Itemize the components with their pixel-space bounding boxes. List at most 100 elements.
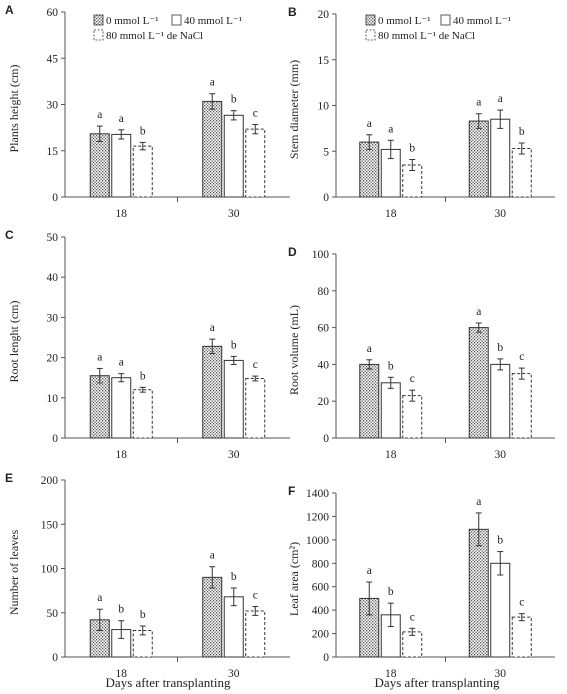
y-axis-title: Leaf area (cm²) <box>287 542 301 616</box>
significance-label: a <box>476 306 481 318</box>
bar <box>202 576 223 658</box>
legend-swatch-0 <box>93 14 104 26</box>
bar <box>380 382 401 439</box>
y-tick-label: 40 <box>318 359 330 371</box>
y-tick-label: 0 <box>52 433 58 445</box>
y-tick-label: 1200 <box>306 511 329 523</box>
significance-label: b <box>140 125 146 137</box>
panel-letter: E <box>5 471 13 485</box>
significance-label: c <box>410 611 415 623</box>
significance-label: c <box>253 590 258 602</box>
significance-label: b <box>118 604 124 616</box>
panel-letter: F <box>288 484 295 498</box>
y-axis-title: Root volume (mL) <box>287 305 301 395</box>
significance-label: a <box>97 109 102 121</box>
bar <box>359 141 380 198</box>
panel-A: A Plants height (cm) 0 15 30 45 60 18 a a b 30 a b c <box>5 3 290 220</box>
y-tick-label: 5 <box>323 146 329 158</box>
y-tick-label: 20 <box>47 353 59 365</box>
y-tick-label: 80 <box>318 286 330 298</box>
y-tick-label: 10 <box>47 393 59 405</box>
legend-label-80: 80 mmol L⁻¹ de NaCl <box>378 30 475 42</box>
significance-label: c <box>519 351 524 363</box>
panels: A Plants height (cm) 0 15 30 45 60 18 a a b 30 a b c B S… <box>5 3 555 680</box>
legend-right: 0 mmol L⁻¹ 40 mmol L⁻¹ 80 mmol L⁻¹ de Na… <box>365 14 511 42</box>
x-tick-label: 18 <box>385 208 397 220</box>
x-tick-label: 18 <box>385 668 397 680</box>
bar <box>245 610 266 658</box>
x-tick-label: 18 <box>385 449 397 461</box>
significance-label: b <box>140 370 146 382</box>
y-axis-title: Number of leaves <box>7 530 21 616</box>
x-tick-label: 30 <box>228 668 240 680</box>
y-tick-label: 50 <box>47 232 59 244</box>
significance-label: a <box>388 123 393 135</box>
significance-label: a <box>119 357 124 369</box>
x-tick-label: 30 <box>495 449 507 461</box>
legend-swatch-80 <box>93 29 104 41</box>
bar <box>402 395 423 439</box>
legend-swatch-40 <box>440 14 451 26</box>
legend-label-0: 0 mmol L⁻¹ <box>106 15 159 27</box>
bar <box>468 120 489 198</box>
y-tick-label: 15 <box>318 55 330 67</box>
legend-label-80: 80 mmol L⁻¹ de NaCl <box>106 30 203 42</box>
panel-letter: A <box>5 3 14 17</box>
x-tick-label: 30 <box>495 668 507 680</box>
bar <box>111 133 132 198</box>
y-tick-label: 10 <box>318 101 330 113</box>
significance-label: b <box>388 360 394 372</box>
panel-letter: B <box>288 5 297 19</box>
bar <box>245 128 266 198</box>
y-tick-label: 0 <box>323 652 329 664</box>
y-tick-label: 0 <box>52 652 58 664</box>
x-tick-label: 30 <box>228 449 240 461</box>
bar <box>223 114 244 198</box>
y-tick-label: 200 <box>312 629 330 641</box>
significance-label: a <box>119 113 124 125</box>
legend-left: 0 mmol L⁻¹ 40 mmol L⁻¹ 80 mmol L⁻¹ de Na… <box>93 14 242 42</box>
legend-label-40: 40 mmol L⁻¹ <box>184 15 242 27</box>
significance-label: a <box>210 322 215 334</box>
significance-label: a <box>498 93 503 105</box>
significance-label: b <box>231 339 237 351</box>
legend-swatch-0 <box>365 14 376 26</box>
significance-label: a <box>367 118 372 130</box>
panel-F: F Leaf area (cm²) 0 200 400 600 800 1000 1200 140… <box>287 484 555 680</box>
panel-B: B Stem diameter (mm) 0 5 10 15 20 18 a a b 30 a a b <box>287 5 555 220</box>
bar <box>490 363 511 439</box>
significance-label: a <box>210 550 215 562</box>
bar <box>359 363 380 439</box>
significance-label: c <box>410 373 415 385</box>
y-tick-label: 1000 <box>306 535 329 547</box>
bar <box>132 389 153 439</box>
panel-C: C Root lenght (cm) 0 10 20 30 40 50 18 a a b 30 a b c <box>5 228 290 461</box>
y-axis-title: Plants height (cm) <box>7 65 21 153</box>
y-tick-label: 40 <box>47 272 59 284</box>
significance-label: c <box>253 108 258 120</box>
panel-E: E Number of leaves 0 50 100 150 200 18 a b b 30 a b c <box>5 471 290 680</box>
y-axis-title: Root lenght (cm) <box>7 301 21 383</box>
y-tick-label: 50 <box>47 608 59 620</box>
significance-label: c <box>253 359 258 371</box>
x-axis-title-right: Days after transplanting <box>375 675 500 690</box>
y-tick-label: 60 <box>47 7 59 19</box>
panel-D: D Root volume (mL) 0 20 40 60 80 100 18 a b c 30 a b c <box>287 245 555 461</box>
bar <box>468 528 489 658</box>
y-tick-label: 800 <box>312 558 330 570</box>
legend-swatch-40 <box>171 14 182 26</box>
bar <box>132 629 153 658</box>
significance-label: a <box>97 592 102 604</box>
bar <box>132 145 153 198</box>
bar <box>511 616 532 658</box>
y-tick-label: 150 <box>41 519 59 531</box>
significance-label: a <box>210 77 215 89</box>
y-tick-label: 200 <box>41 475 59 487</box>
x-tick-label: 18 <box>116 208 128 220</box>
y-tick-label: 100 <box>41 564 59 576</box>
significance-label: b <box>519 126 525 138</box>
significance-label: b <box>497 342 503 354</box>
bar <box>511 148 532 198</box>
y-tick-label: 30 <box>47 100 59 112</box>
